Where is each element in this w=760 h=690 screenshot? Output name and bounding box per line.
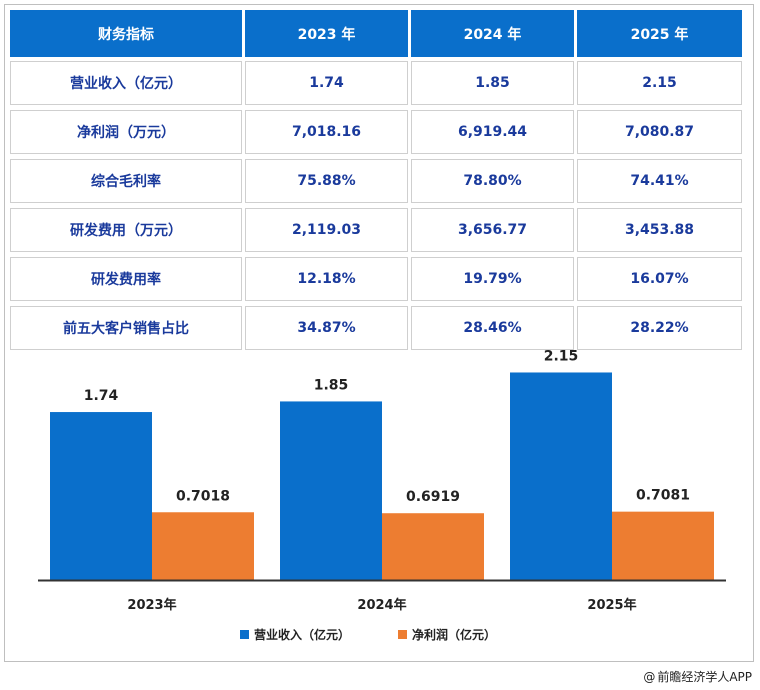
x-tick-label: 2024年 [357, 597, 406, 613]
metric-name: 净利润（万元） [10, 110, 242, 154]
table-row: 营业收入（亿元） 1.74 1.85 2.15 [10, 61, 752, 105]
legend-label: 营业收入（亿元） [254, 627, 350, 642]
metric-name: 综合毛利率 [10, 159, 242, 203]
table-cell: 7,018.16 [245, 110, 408, 154]
table-header-row: 财务指标 2023 年 2024 年 2025 年 [10, 10, 752, 57]
header-cell: 2024 年 [411, 10, 574, 57]
header-cell: 2023 年 [245, 10, 408, 57]
table-cell: 2,119.03 [245, 208, 408, 252]
net-profit-bar [382, 513, 484, 580]
metric-name: 研发费用率 [10, 257, 242, 301]
metric-name: 营业收入（亿元） [10, 61, 242, 105]
data-label: 1.85 [314, 377, 349, 393]
legend-swatch [240, 630, 249, 639]
table-cell: 75.88% [245, 159, 408, 203]
table-row: 净利润（万元） 7,018.16 6,919.44 7,080.87 [10, 110, 752, 154]
financial-table: 财务指标 2023 年 2024 年 2025 年 营业收入（亿元） 1.74 … [10, 10, 752, 355]
source-credit: @ 前瞻经济学人APP [643, 668, 752, 685]
data-label: 0.7018 [176, 488, 230, 504]
header-cell: 2025 年 [577, 10, 742, 57]
credit-at: @ [643, 670, 656, 684]
credit-text: 前瞻经济学人APP [657, 670, 752, 684]
table-cell: 28.46% [411, 306, 574, 350]
table-cell: 1.74 [245, 61, 408, 105]
metric-name: 前五大客户销售占比 [10, 306, 242, 350]
data-label: 0.7081 [636, 488, 690, 504]
legend-swatch [398, 630, 407, 639]
revenue-bar [50, 412, 152, 580]
table-row: 前五大客户销售占比 34.87% 28.46% 28.22% [10, 306, 752, 350]
table-cell: 74.41% [577, 159, 742, 203]
net-profit-bar [152, 512, 254, 580]
table-cell: 3,656.77 [411, 208, 574, 252]
table-cell: 19.79% [411, 257, 574, 301]
table-cell: 6,919.44 [411, 110, 574, 154]
header-cell: 财务指标 [10, 10, 242, 57]
legend-label: 净利润（亿元） [412, 627, 496, 642]
net-profit-bar [612, 511, 714, 580]
x-tick-label: 2025年 [587, 597, 636, 613]
table-row: 研发费用（万元） 2,119.03 3,656.77 3,453.88 [10, 208, 752, 252]
table-cell: 12.18% [245, 257, 408, 301]
x-tick-label: 2023年 [127, 597, 176, 613]
table-cell: 2.15 [577, 61, 742, 105]
revenue-bar [280, 401, 382, 580]
data-label: 0.6919 [406, 489, 460, 505]
table-cell: 1.85 [411, 61, 574, 105]
revenue-bar [510, 372, 612, 580]
table-cell: 34.87% [245, 306, 408, 350]
table-cell: 78.80% [411, 159, 574, 203]
table-cell: 16.07% [577, 257, 742, 301]
table-row: 研发费用率 12.18% 19.79% 16.07% [10, 257, 752, 301]
data-label: 1.74 [84, 388, 119, 404]
table-row: 综合毛利率 75.88% 78.80% 74.41% [10, 159, 752, 203]
metric-name: 研发费用（万元） [10, 208, 242, 252]
data-label: 2.15 [544, 348, 579, 364]
table-cell: 28.22% [577, 306, 742, 350]
table-cell: 7,080.87 [577, 110, 742, 154]
table-cell: 3,453.88 [577, 208, 742, 252]
